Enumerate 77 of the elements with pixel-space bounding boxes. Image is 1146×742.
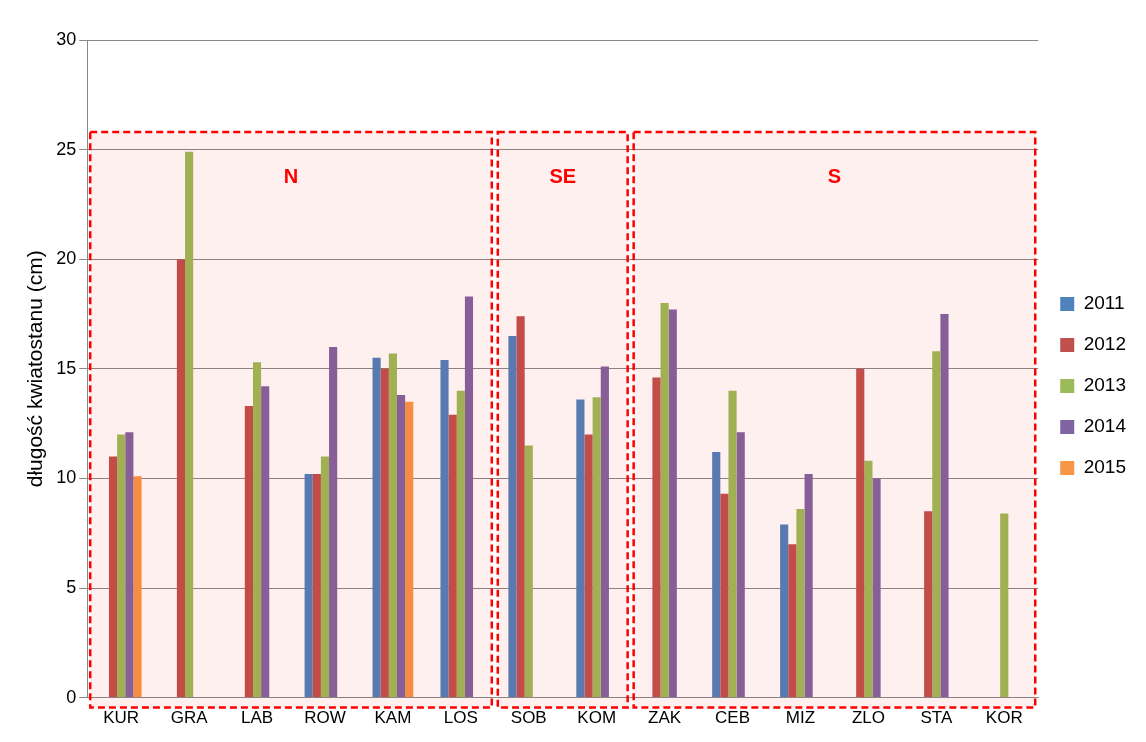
bar — [924, 511, 933, 698]
bar — [125, 432, 134, 698]
x-tick-label: ZLO — [851, 708, 885, 728]
bar — [1000, 513, 1009, 698]
x-tick-label: LAB — [240, 708, 274, 728]
y-tick-label: 15 — [56, 357, 77, 378]
bar — [780, 524, 789, 698]
x-tick-label: ROW — [304, 708, 346, 728]
band-label: N — [283, 164, 299, 187]
band-label: SE — [549, 164, 577, 187]
bar — [864, 460, 873, 698]
band-label: S — [827, 164, 842, 187]
bar — [720, 493, 729, 698]
bar — [804, 474, 813, 698]
bar — [940, 314, 949, 698]
bar — [108, 456, 118, 698]
legend-label: 2011 — [1083, 292, 1125, 314]
bar — [176, 259, 186, 698]
y-tick-label: 0 — [66, 686, 77, 707]
bar — [380, 368, 389, 698]
y-tick-label: 30 — [56, 28, 77, 49]
y-tick-label: 25 — [56, 138, 77, 159]
bar — [872, 478, 881, 698]
bar — [516, 316, 525, 698]
bar — [576, 399, 585, 698]
bar — [448, 414, 457, 698]
legend-label: 2014 — [1083, 415, 1127, 437]
bar — [728, 390, 737, 698]
x-tick-label: ZAK — [648, 708, 682, 728]
bar — [524, 445, 533, 698]
bar — [464, 296, 474, 698]
bar — [396, 395, 406, 698]
y-tick-label: 5 — [66, 576, 77, 597]
bar — [652, 377, 661, 698]
bar — [600, 366, 609, 698]
bar — [456, 390, 465, 698]
x-tick-label: KUR — [103, 708, 140, 728]
bar — [252, 362, 262, 698]
y-tick-label: 10 — [56, 467, 77, 488]
bar — [372, 357, 381, 698]
bar — [668, 309, 677, 698]
x-tick-label: STA — [920, 708, 953, 728]
x-tick-label: CEB — [715, 708, 751, 728]
bar — [388, 353, 397, 698]
x-tick-label: GRA — [170, 708, 209, 728]
bar — [244, 406, 253, 698]
bar — [117, 434, 126, 698]
bar — [932, 351, 941, 698]
bar — [405, 401, 414, 698]
y-axis-title: długość kwiatostanu (cm) — [23, 250, 47, 488]
bar — [261, 386, 270, 698]
bar — [133, 476, 142, 698]
x-tick-label: SOB — [510, 708, 547, 728]
bar — [736, 432, 745, 698]
bar — [796, 509, 805, 698]
bar — [329, 346, 338, 698]
x-tick-label: LOS — [443, 708, 478, 728]
bar — [440, 360, 449, 698]
bar — [185, 151, 194, 698]
legend-label: 2013 — [1083, 374, 1127, 396]
x-tick-label: KAM — [374, 708, 412, 728]
legend-label: 2015 — [1083, 456, 1127, 478]
bar — [712, 452, 721, 698]
bar — [320, 456, 330, 698]
legend-label: 2012 — [1083, 333, 1127, 355]
bar — [592, 397, 601, 698]
bar — [856, 368, 865, 698]
bar — [508, 335, 517, 698]
x-tick-label: MIZ — [785, 708, 816, 728]
bar — [660, 303, 669, 698]
bar — [312, 474, 321, 698]
x-tick-label: KOM — [577, 708, 617, 728]
y-tick-label: 20 — [56, 248, 77, 269]
bar — [788, 544, 797, 698]
bar — [304, 474, 313, 698]
x-tick-label: KOR — [985, 708, 1023, 728]
bar — [584, 434, 593, 698]
